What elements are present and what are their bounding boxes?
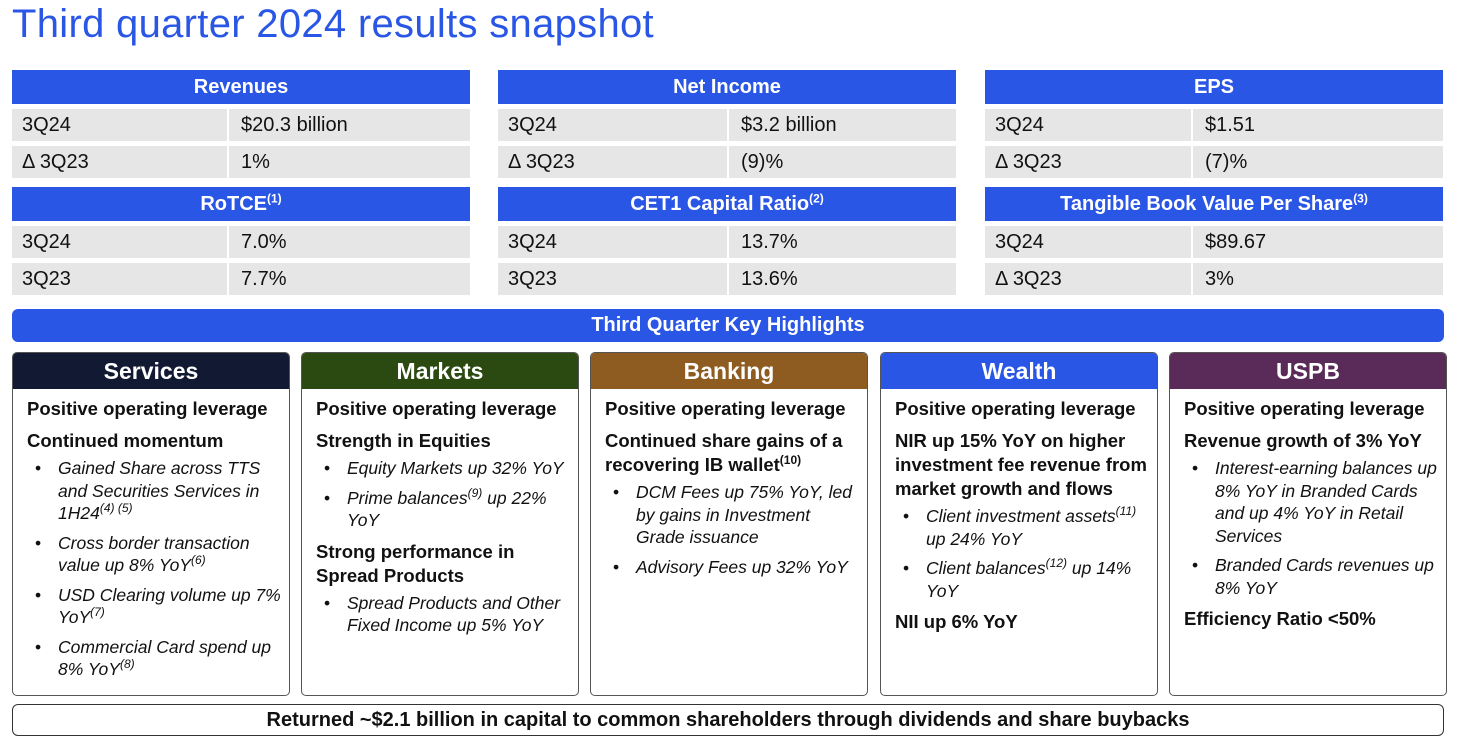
segment-card-wealth: Wealth Positive operating leverage NIR u… — [880, 352, 1158, 696]
list-item: Cross border transaction value up 8% YoY… — [27, 532, 281, 577]
highlight-heading: Continued momentum — [27, 430, 224, 451]
metric-header: RoTCE(1) — [12, 187, 470, 221]
list-item: Interest-earning balances up 8% YoY in B… — [1184, 457, 1438, 547]
bullet-list: DCM Fees up 75% YoY, led by gains in Inv… — [605, 481, 859, 578]
segment-card-banking: Banking Positive operating leverage Cont… — [590, 352, 868, 696]
highlight-heading: Positive operating leverage — [1184, 398, 1425, 419]
highlight-heading: Continued share gains of a recovering IB… — [605, 430, 843, 475]
bullet-list: Interest-earning balances up 8% YoY in B… — [1184, 457, 1438, 599]
list-item: Advisory Fees up 32% YoY — [605, 556, 859, 579]
segment-card-uspb: USPB Positive operating leverage Revenue… — [1169, 352, 1447, 696]
highlight-heading: Strength in Equities — [316, 430, 491, 451]
metric-cet1: CET1 Capital Ratio(2) 3Q24 13.7% 3Q23 13.6… — [498, 187, 956, 295]
segment-header: Wealth — [881, 353, 1157, 389]
metric-row: Δ 3Q23 1% — [12, 146, 470, 178]
metric-header: Revenues — [12, 70, 470, 104]
segment-card-markets: Markets Positive operating leverage Stre… — [301, 352, 579, 696]
metric-row: 3Q24 $89.67 — [985, 226, 1443, 258]
highlight-heading: NIR up 15% YoY on higher investment fee … — [895, 430, 1147, 499]
list-item: Commercial Card spend up 8% YoY(8) — [27, 636, 281, 681]
metric-row: 3Q24 $1.51 — [985, 109, 1443, 141]
metric-row: 3Q24 13.7% — [498, 226, 956, 258]
segment-card-services: Services Positive operating leverage Con… — [12, 352, 290, 696]
highlight-heading: Positive operating leverage — [316, 398, 557, 419]
metric-header: CET1 Capital Ratio(2) — [498, 187, 956, 221]
highlight-heading: Revenue growth of 3% YoY — [1184, 430, 1422, 451]
metric-revenues: Revenues 3Q24 $20.3 billion Δ 3Q23 1% — [12, 70, 470, 178]
page-title: Third quarter 2024 results snapshot — [12, 2, 654, 46]
list-item: Equity Markets up 32% YoY — [316, 457, 570, 480]
metric-row: 3Q24 $20.3 billion — [12, 109, 470, 141]
highlight-heading: NII up 6% YoY — [895, 611, 1018, 632]
list-item: Spread Products and Other Fixed Income u… — [316, 592, 570, 637]
list-item: Client investment assets(11) up 24% YoY — [895, 505, 1149, 550]
bullet-list: Client investment assets(11) up 24% YoY … — [895, 505, 1149, 602]
highlight-heading: Positive operating leverage — [895, 398, 1136, 419]
metric-row: 3Q24 7.0% — [12, 226, 470, 258]
metric-row: Δ 3Q23 3% — [985, 263, 1443, 295]
metric-row: 3Q23 13.6% — [498, 263, 956, 295]
metric-net-income: Net Income 3Q24 $3.2 billion Δ 3Q23 (9)% — [498, 70, 956, 178]
bullet-list: Gained Share across TTS and Securities S… — [27, 457, 281, 681]
metric-row: Δ 3Q23 (7)% — [985, 146, 1443, 178]
metric-row: 3Q24 $3.2 billion — [498, 109, 956, 141]
bullet-list: Spread Products and Other Fixed Income u… — [316, 592, 570, 637]
list-item: Gained Share across TTS and Securities S… — [27, 457, 281, 525]
segment-header: Banking — [591, 353, 867, 389]
list-item: Client balances(12) up 14% YoY — [895, 557, 1149, 602]
highlight-heading: Strong performance in Spread Products — [316, 540, 515, 586]
metric-tbvps: Tangible Book Value Per Share(3) 3Q24 $89… — [985, 187, 1443, 295]
key-highlights-banner: Third Quarter Key Highlights — [12, 309, 1444, 342]
segment-header: Markets — [302, 353, 578, 389]
metric-row: 3Q23 7.7% — [12, 263, 470, 295]
list-item: Branded Cards revenues up 8% YoY — [1184, 554, 1438, 599]
highlight-heading: Efficiency Ratio <50% — [1184, 608, 1376, 629]
segment-header: USPB — [1170, 353, 1446, 389]
metric-header: Tangible Book Value Per Share(3) — [985, 187, 1443, 221]
list-item: Prime balances(9) up 22% YoY — [316, 487, 570, 532]
metric-eps: EPS 3Q24 $1.51 Δ 3Q23 (7)% — [985, 70, 1443, 178]
segment-header: Services — [13, 353, 289, 389]
footer-banner: Returned ~$2.1 billion in capital to com… — [12, 704, 1444, 736]
metric-rotce: RoTCE(1) 3Q24 7.0% 3Q23 7.7% — [12, 187, 470, 295]
metric-row: Δ 3Q23 (9)% — [498, 146, 956, 178]
highlight-heading: Positive operating leverage — [27, 398, 268, 419]
bullet-list: Equity Markets up 32% YoY Prime balances… — [316, 457, 570, 532]
metric-header: Net Income — [498, 70, 956, 104]
metric-header: EPS — [985, 70, 1443, 104]
highlight-heading: Positive operating leverage — [605, 398, 846, 419]
list-item: DCM Fees up 75% YoY, led by gains in Inv… — [605, 481, 859, 549]
list-item: USD Clearing volume up 7% YoY(7) — [27, 584, 281, 629]
